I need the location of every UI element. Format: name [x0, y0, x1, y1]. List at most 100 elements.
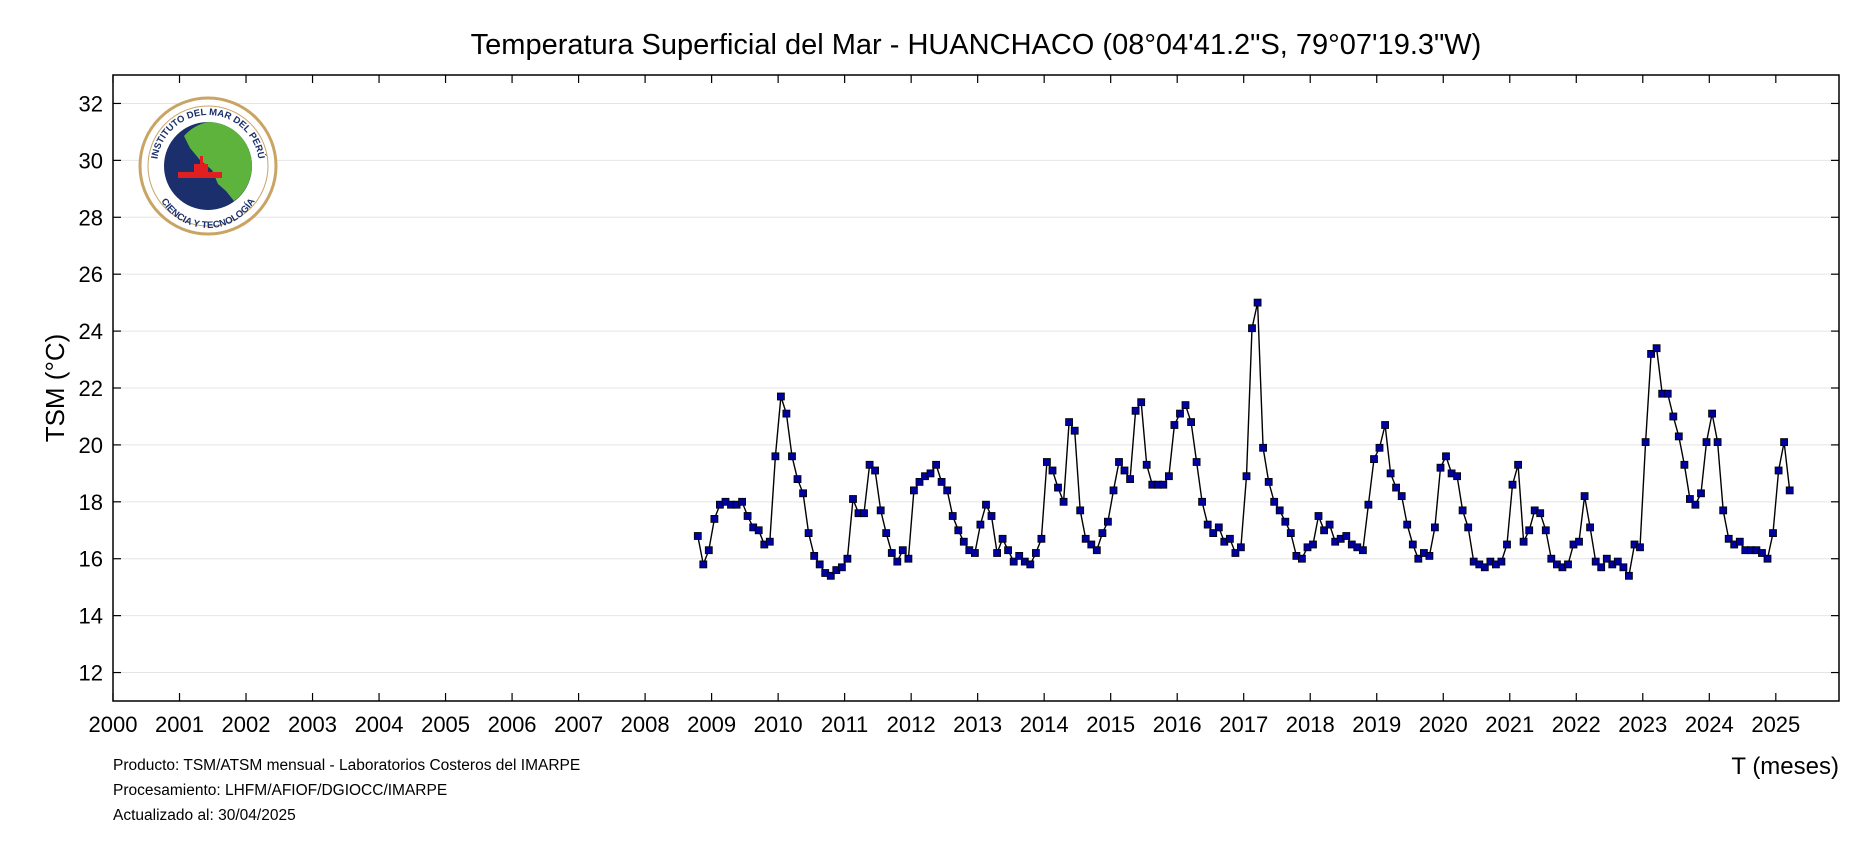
data-point [910, 486, 918, 495]
data-point [1037, 534, 1046, 543]
data-point [1397, 492, 1406, 501]
data-point [943, 486, 952, 495]
data-point [1026, 560, 1035, 569]
data-point [1226, 534, 1234, 543]
x-tick-label: 2002 [222, 712, 271, 737]
data-point [926, 469, 935, 478]
data-point [1625, 571, 1633, 580]
data-point [1043, 458, 1051, 466]
x-tick-label: 2017 [1219, 712, 1268, 737]
data-point [1442, 452, 1450, 461]
data-point [1686, 495, 1694, 503]
data-point [1719, 506, 1728, 515]
data-point [954, 526, 963, 535]
data-point [1104, 517, 1112, 526]
data-point [1480, 563, 1489, 572]
data-point [1547, 554, 1556, 563]
data-point [1286, 529, 1295, 537]
data-point [1613, 557, 1622, 566]
x-tick-label: 2006 [488, 712, 537, 737]
data-point [1425, 552, 1434, 560]
data-point [1253, 298, 1262, 307]
data-point [993, 549, 1001, 557]
data-point [1092, 546, 1101, 555]
data-point [849, 495, 857, 503]
data-point [1564, 560, 1572, 569]
data-point [1098, 529, 1107, 537]
x-tick-label: 2005 [421, 712, 470, 737]
data-point [1065, 418, 1073, 427]
data-point [1525, 526, 1534, 535]
y-axis-ticks: 12 14 16 18 20 22 24 26 28 30 32 [79, 91, 1839, 686]
data-point [1713, 438, 1722, 447]
data-point [1602, 554, 1611, 563]
data-point [1680, 460, 1689, 469]
x-tick-label: 2007 [554, 712, 603, 737]
data-point [699, 560, 708, 569]
data-point [1198, 497, 1206, 506]
x-tick-label: 2015 [1086, 712, 1135, 737]
data-point [1702, 438, 1711, 447]
data-point [1203, 520, 1212, 529]
data-point [771, 452, 780, 461]
data-point [1591, 557, 1600, 566]
data-point [777, 392, 785, 401]
y-tick-label: 32 [79, 91, 103, 116]
x-tick-label: 2014 [1020, 712, 1069, 737]
data-point [1774, 466, 1783, 475]
data-point [1408, 540, 1417, 549]
data-point [1636, 543, 1644, 552]
x-tick-label: 2020 [1419, 712, 1468, 737]
data-point [959, 537, 968, 546]
data-point [948, 512, 957, 520]
data-point [1231, 549, 1240, 557]
grid-lines [113, 102, 1839, 674]
data-point [1708, 409, 1716, 418]
data-point [904, 554, 913, 563]
data-point [1364, 500, 1373, 509]
data-point [1536, 509, 1545, 518]
data-point [693, 532, 702, 540]
data-point [860, 509, 868, 518]
data-point [1619, 563, 1628, 572]
data-point [1641, 438, 1650, 447]
data-point [1663, 389, 1672, 398]
x-tick-label: 2000 [89, 712, 138, 737]
y-tick-label: 12 [79, 661, 103, 686]
data-point [1724, 534, 1733, 543]
data-point [1192, 458, 1201, 466]
logo-inner-ring [147, 105, 269, 227]
data-point [865, 460, 874, 469]
data-point [1159, 480, 1168, 489]
data-point [1575, 537, 1583, 546]
data-point [1763, 554, 1772, 563]
data-point [1298, 554, 1306, 563]
data-point [1009, 557, 1018, 566]
data-point [898, 546, 907, 555]
data-point [998, 534, 1007, 543]
data-point [971, 549, 979, 557]
data-point [782, 409, 791, 418]
x-tick-label: 2013 [953, 712, 1002, 737]
data-point [1032, 549, 1040, 557]
y-tick-label: 16 [79, 547, 103, 572]
data-point [1320, 526, 1328, 535]
data-point [1514, 460, 1522, 469]
x-axis-label: T (meses) [1731, 753, 1839, 780]
data-point [1453, 472, 1461, 481]
data-point [982, 500, 990, 509]
x-tick-label: 2019 [1352, 712, 1401, 737]
data-point [1209, 529, 1218, 537]
data-point [937, 477, 946, 486]
x-tick-label: 2004 [355, 712, 404, 737]
x-tick-label: 2023 [1618, 712, 1667, 737]
data-point [1242, 472, 1251, 481]
data-point [871, 466, 879, 475]
imarpe-logo: INSTITUTO DEL MAR DEL PERÚ CIENCIA Y TEC… [138, 96, 278, 236]
data-point [1431, 523, 1439, 532]
data-point [754, 526, 763, 535]
data-point [1735, 537, 1744, 546]
footer-producto: Producto: TSM/ATSM mensual - Laboratorio… [113, 757, 581, 774]
data-point [1126, 475, 1134, 484]
